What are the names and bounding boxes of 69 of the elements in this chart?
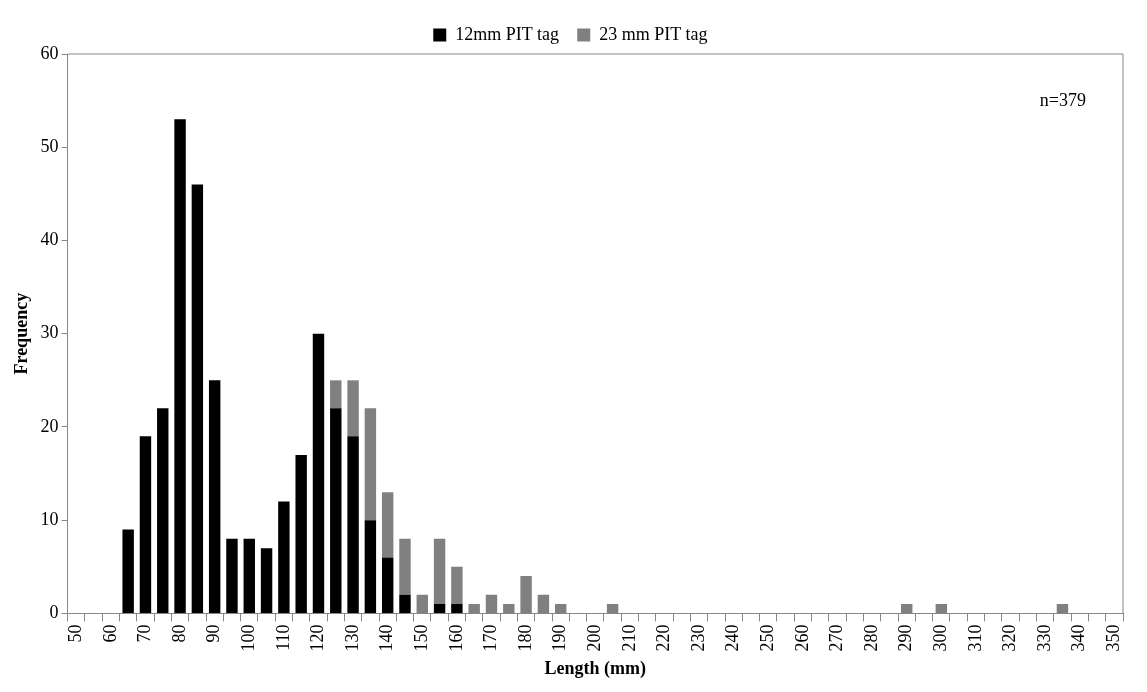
bar [433, 604, 446, 613]
x-tick-label: 230 [687, 624, 708, 652]
bar [347, 380, 359, 437]
bar [243, 538, 255, 613]
x-tick-label: 220 [653, 624, 674, 652]
bar [451, 604, 463, 613]
x-tick-label: 140 [376, 624, 397, 652]
bar [347, 436, 359, 613]
x-tick-label: 210 [618, 624, 639, 652]
x-tick-label: 100 [238, 624, 258, 652]
legend-label: 12mm PIT tag [455, 23, 559, 44]
x-tick-label: 310 [964, 624, 985, 652]
x-tick-label: 130 [341, 624, 362, 652]
bar [122, 529, 134, 613]
bar [139, 436, 152, 613]
y-axis-title: Frequency [11, 292, 32, 375]
x-tick-label: 60 [99, 624, 120, 643]
x-tick-label: 180 [514, 624, 535, 652]
x-tick-label: 320 [999, 624, 1020, 652]
bar [295, 454, 307, 613]
x-tick-label: 350 [1103, 624, 1124, 652]
y-tick-label: 40 [40, 229, 59, 250]
x-tick-label: 170 [480, 624, 501, 652]
bar [433, 538, 446, 605]
bar [226, 538, 238, 613]
x-tick-label: 240 [722, 624, 743, 652]
y-tick-label: 60 [40, 42, 59, 63]
bar [451, 566, 463, 605]
bar [174, 119, 186, 613]
x-tick-label: 80 [168, 624, 189, 643]
x-tick-label: 270 [826, 624, 847, 652]
bar [364, 520, 377, 613]
bar [312, 333, 325, 613]
x-tick-label: 200 [584, 624, 605, 652]
bar [399, 538, 411, 595]
x-tick-label: 280 [860, 624, 881, 652]
x-tick-label: 110 [272, 624, 293, 651]
x-tick-label: 150 [411, 624, 432, 652]
x-tick-label: 50 [64, 624, 85, 643]
annotation: n=379 [1039, 89, 1086, 110]
y-tick-label: 30 [40, 322, 59, 343]
bar [191, 184, 204, 613]
x-tick-label: 330 [1033, 624, 1054, 652]
y-tick-label: 20 [40, 415, 59, 436]
x-tick-label: 340 [1068, 624, 1089, 652]
bar [381, 492, 394, 558]
x-tick-label: 120 [307, 624, 328, 652]
bar [330, 408, 342, 613]
y-tick-label: 0 [49, 602, 59, 623]
x-tick-label: 190 [549, 624, 570, 652]
y-tick-label: 10 [40, 508, 59, 529]
x-tick-label: 290 [895, 624, 916, 652]
x-axis-title: Length (mm) [544, 657, 647, 679]
x-tick-label: 300 [930, 624, 951, 652]
bar [399, 594, 411, 613]
y-tick-label: 50 [40, 135, 59, 156]
legend-label: 23 mm PIT tag [599, 23, 708, 44]
x-tick-label: 70 [134, 624, 155, 643]
bar [260, 548, 273, 613]
bar [278, 501, 290, 613]
bar [208, 380, 221, 613]
bar [330, 380, 342, 409]
x-tick-label: 90 [203, 624, 224, 643]
bar [157, 408, 169, 613]
bar [381, 557, 394, 613]
bar [364, 408, 377, 521]
x-tick-label: 260 [791, 624, 812, 652]
x-tick-label: 250 [757, 624, 778, 652]
x-tick-label: 160 [445, 624, 466, 652]
